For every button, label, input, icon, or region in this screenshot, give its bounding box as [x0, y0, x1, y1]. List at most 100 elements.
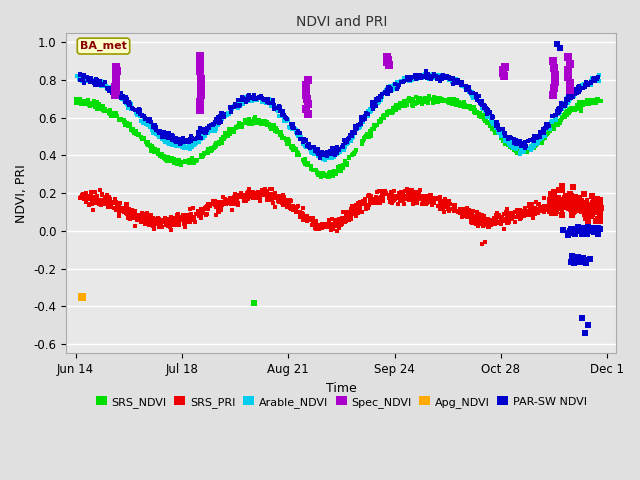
- Point: [594, 202, 604, 210]
- Point: [458, 206, 468, 214]
- Point: [527, 201, 537, 208]
- Point: [505, 213, 515, 220]
- Point: [252, 193, 262, 201]
- Point: [302, 216, 312, 223]
- Point: [416, 193, 426, 201]
- Point: [291, 126, 301, 134]
- Point: [473, 216, 483, 223]
- Point: [179, 138, 189, 145]
- Point: [135, 107, 145, 114]
- Point: [189, 140, 199, 148]
- Point: [125, 101, 136, 108]
- Point: [412, 98, 422, 106]
- Point: [518, 142, 528, 150]
- Point: [292, 202, 303, 210]
- Point: [431, 72, 442, 80]
- Point: [173, 142, 183, 149]
- Point: [456, 79, 466, 86]
- Point: [273, 104, 283, 112]
- Point: [477, 97, 487, 105]
- Point: [159, 131, 169, 138]
- Point: [388, 107, 398, 114]
- Point: [586, 96, 596, 103]
- Point: [298, 138, 308, 146]
- Point: [437, 201, 447, 208]
- Point: [243, 188, 253, 196]
- Point: [175, 213, 186, 221]
- Point: [246, 192, 257, 199]
- Point: [556, 105, 566, 112]
- Point: [531, 207, 541, 215]
- Point: [318, 220, 328, 228]
- Point: [502, 218, 512, 226]
- Point: [288, 120, 298, 128]
- Point: [577, 198, 587, 205]
- Point: [116, 93, 127, 100]
- Point: [310, 224, 320, 231]
- Point: [410, 71, 420, 79]
- Point: [358, 117, 368, 124]
- Point: [285, 204, 295, 211]
- Point: [576, 206, 586, 214]
- Point: [111, 109, 121, 117]
- Point: [497, 133, 507, 141]
- Point: [316, 222, 326, 229]
- Point: [108, 86, 118, 94]
- Point: [368, 103, 378, 110]
- Point: [547, 112, 557, 120]
- Point: [287, 125, 297, 132]
- Point: [239, 192, 250, 200]
- Point: [103, 83, 113, 91]
- Point: [417, 97, 428, 105]
- Point: [263, 99, 273, 107]
- Point: [287, 206, 298, 214]
- Point: [269, 194, 279, 202]
- Point: [306, 144, 316, 152]
- Point: [323, 173, 333, 180]
- Point: [589, 197, 600, 204]
- Point: [344, 216, 354, 224]
- Point: [160, 132, 170, 139]
- Point: [147, 219, 157, 227]
- Point: [144, 220, 154, 228]
- Point: [156, 133, 166, 141]
- Point: [143, 141, 153, 148]
- Point: [552, 40, 562, 48]
- Point: [423, 73, 433, 81]
- Point: [172, 136, 182, 144]
- Point: [426, 95, 436, 103]
- Point: [330, 168, 340, 176]
- Point: [258, 119, 268, 126]
- Point: [498, 133, 508, 141]
- Point: [411, 72, 421, 80]
- Point: [349, 129, 359, 136]
- Point: [442, 72, 452, 79]
- Point: [549, 204, 559, 211]
- Point: [309, 167, 319, 174]
- Point: [186, 132, 196, 140]
- Point: [479, 216, 489, 224]
- Point: [136, 111, 147, 119]
- Point: [451, 99, 461, 107]
- Point: [520, 139, 531, 146]
- Point: [403, 75, 413, 83]
- Point: [266, 195, 276, 203]
- Point: [72, 72, 82, 79]
- Point: [336, 166, 346, 173]
- Point: [387, 84, 397, 92]
- Point: [257, 189, 268, 196]
- Point: [208, 124, 218, 132]
- Point: [443, 98, 453, 106]
- Point: [353, 209, 363, 217]
- Point: [579, 198, 589, 206]
- Point: [381, 87, 391, 95]
- Point: [376, 193, 386, 201]
- Point: [303, 76, 313, 84]
- Point: [529, 132, 540, 140]
- Point: [584, 208, 594, 216]
- Point: [325, 168, 335, 176]
- Point: [108, 112, 118, 120]
- Point: [306, 165, 316, 173]
- Point: [225, 107, 236, 114]
- Point: [143, 121, 154, 129]
